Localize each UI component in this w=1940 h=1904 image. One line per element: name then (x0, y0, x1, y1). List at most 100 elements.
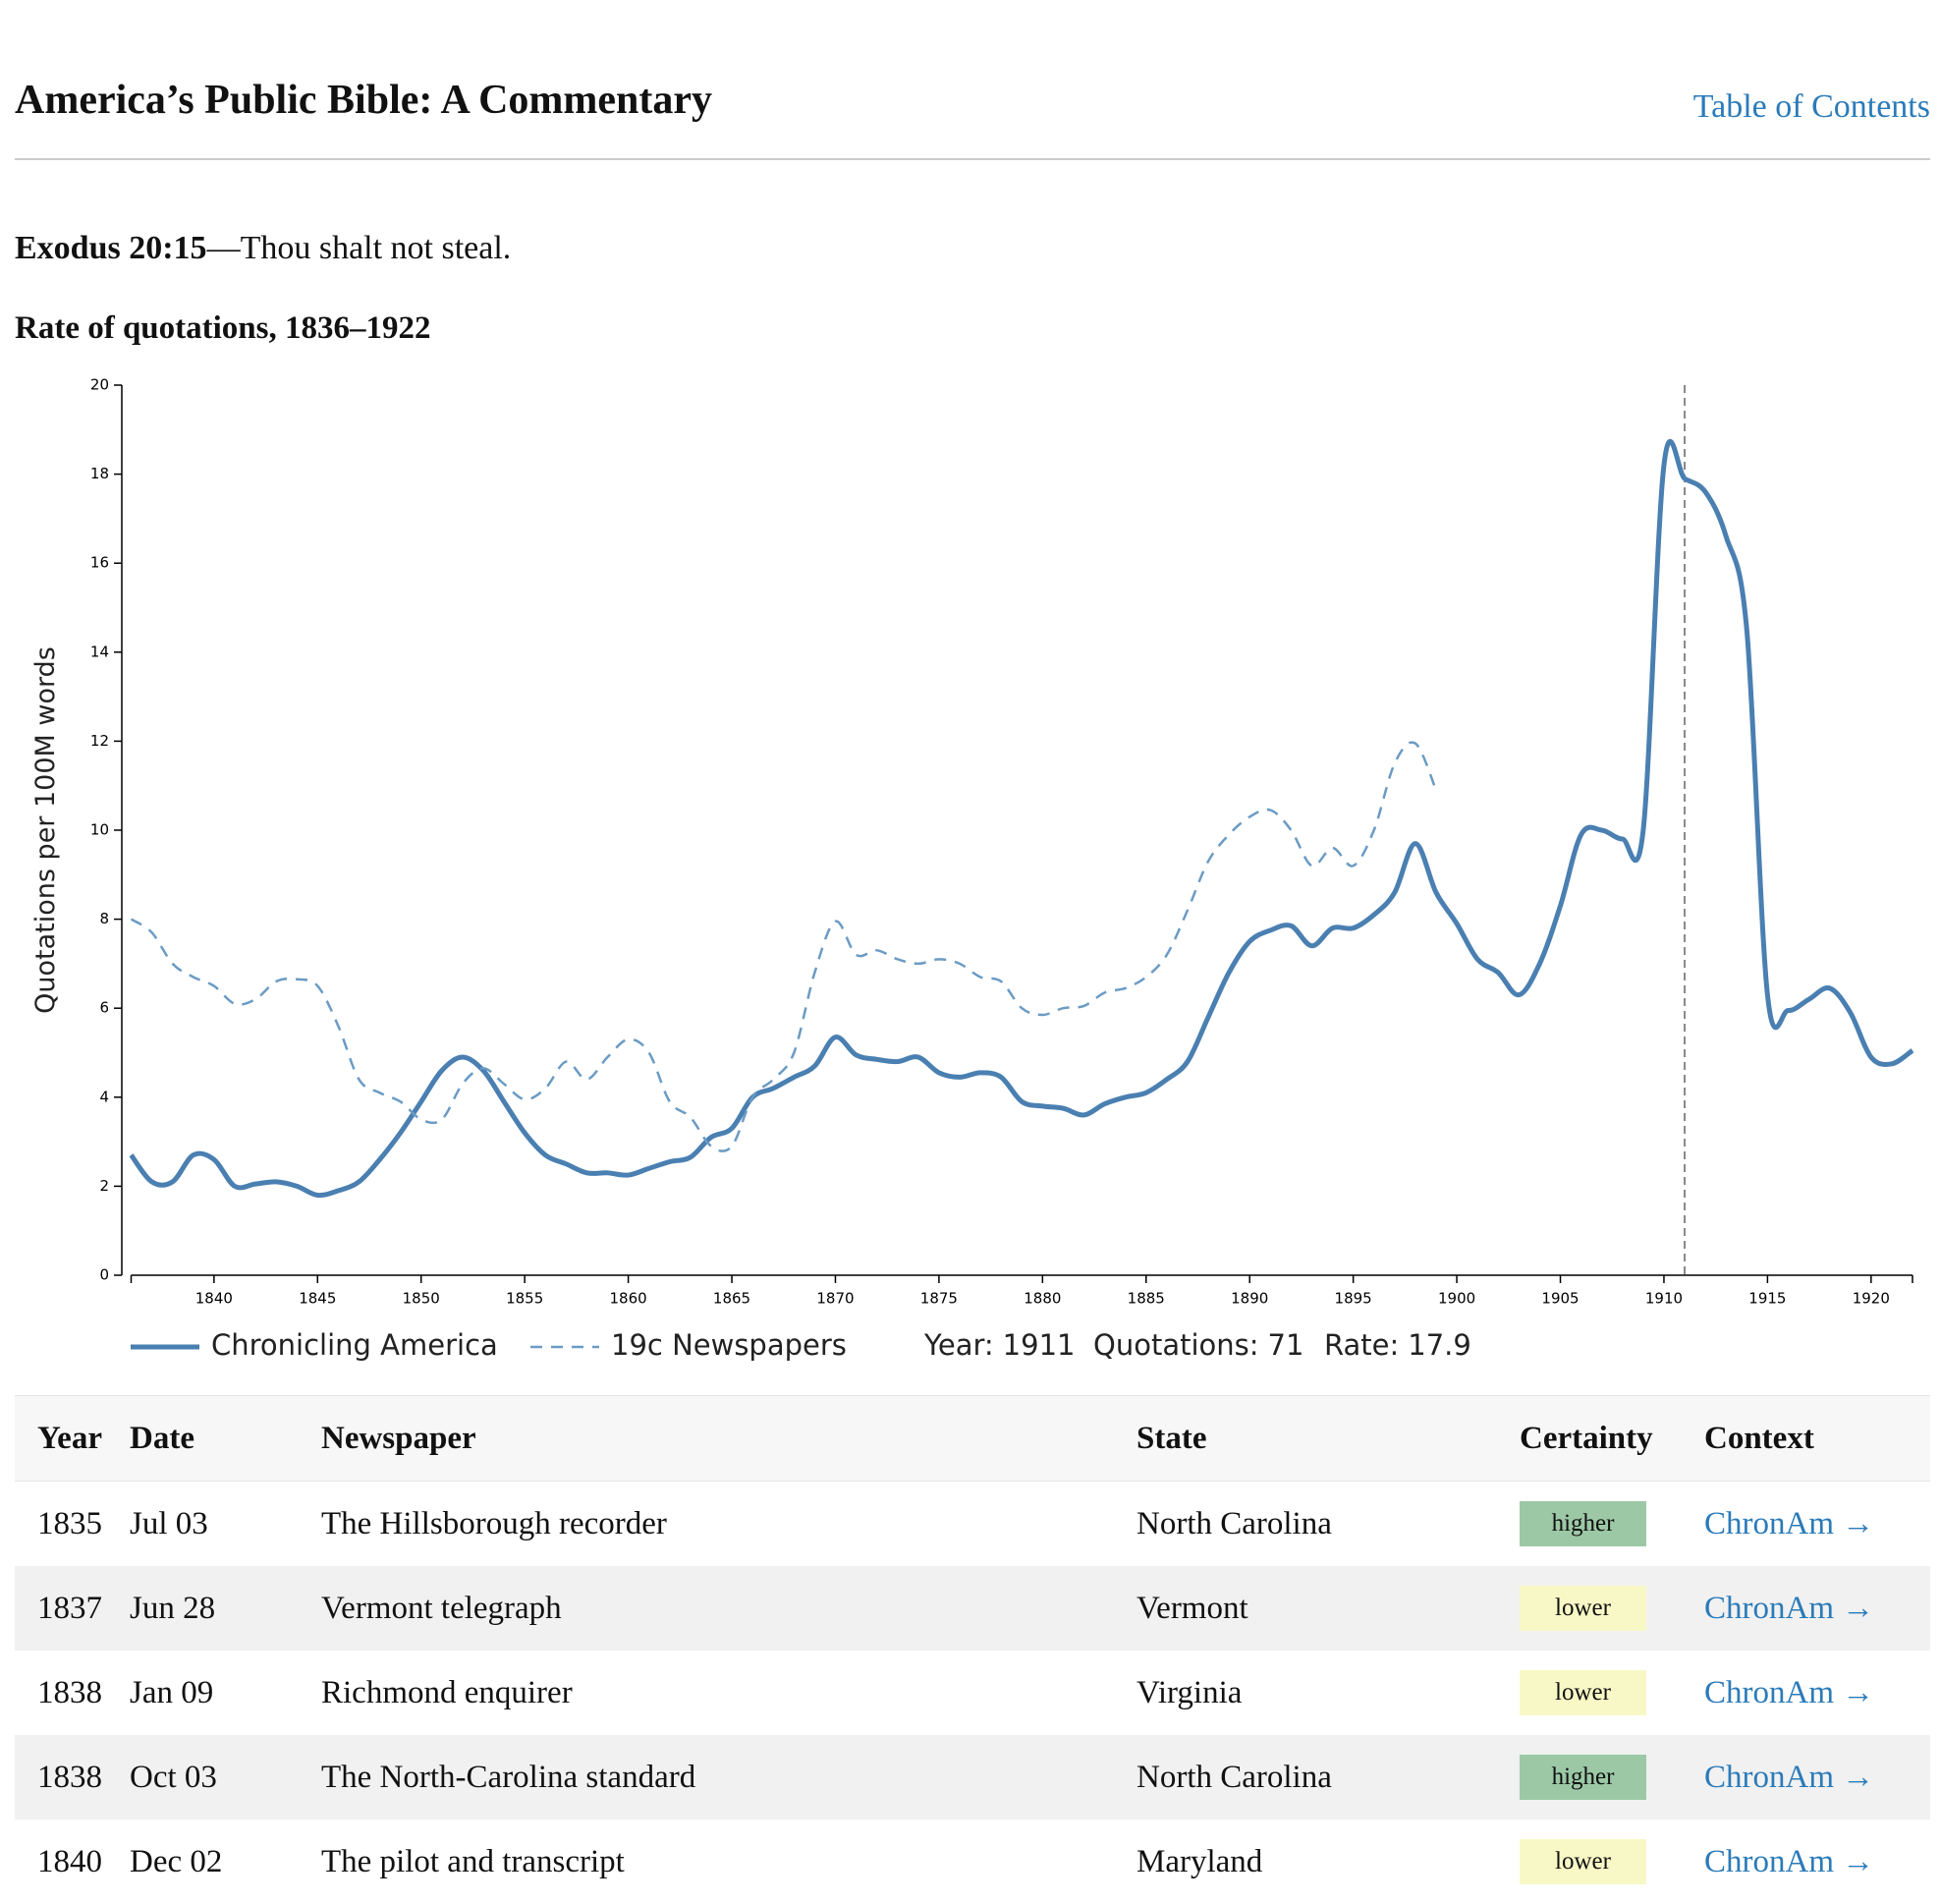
x-tick-label: 1865 (713, 1290, 750, 1308)
verse: Exodus 20:15—Thou shalt not steal. (15, 230, 511, 267)
y-tick-label: 8 (99, 910, 109, 927)
x-tick-label: 1910 (1645, 1290, 1683, 1308)
chart: 0 2 4 6 8 10 12 14 16 18 20 1840 1845 1850 1855 1860 186… (0, 354, 1940, 1385)
y-tick-label: 14 (90, 643, 109, 660)
y-tick-label: 12 (90, 732, 109, 750)
column-header: State (1136, 1396, 1520, 1482)
x-tick-label: 1855 (506, 1290, 543, 1308)
divider (15, 158, 1930, 160)
context-link[interactable]: ChronAm → (1704, 1591, 1874, 1626)
readout: Quotations:71 (1093, 1328, 1303, 1362)
column-header: Certainty (1520, 1396, 1704, 1482)
readout-label: Year: (923, 1328, 994, 1362)
x-tick-label: 1895 (1335, 1290, 1372, 1308)
table-cell: North Carolina (1136, 1482, 1520, 1567)
readout: Rate: 17.9 (1324, 1328, 1471, 1362)
table-cell: 1837 (15, 1566, 130, 1651)
table-cell: ChronAm → (1704, 1820, 1930, 1904)
table-cell: higher (1520, 1735, 1704, 1820)
y-tick-label: 2 (99, 1177, 109, 1195)
column-header: Year (15, 1396, 130, 1482)
certainty-badge: lower (1520, 1670, 1646, 1715)
table-cell: lower (1520, 1820, 1704, 1904)
table-cell: 1838 (15, 1735, 130, 1820)
x-tick-label: 1920 (1853, 1290, 1890, 1308)
site-title: America’s Public Bible: A Commentary (15, 77, 712, 124)
context-link[interactable]: ChronAm → (1704, 1844, 1874, 1879)
table-cell: lower (1520, 1651, 1704, 1735)
context-link[interactable]: ChronAm → (1704, 1506, 1874, 1541)
context-link[interactable]: ChronAm → (1704, 1675, 1874, 1710)
x-tick-label: 1885 (1128, 1290, 1165, 1308)
verse-text: —Thou shalt not steal. (207, 230, 512, 266)
table-cell: Vermont telegraph (321, 1566, 1136, 1651)
x-tick-label: 1840 (195, 1290, 233, 1308)
table-cell: Vermont (1136, 1566, 1520, 1651)
table-cell: North Carolina (1136, 1735, 1520, 1820)
table-cell: 1835 (15, 1482, 130, 1567)
series-line (132, 441, 1913, 1195)
chart-title: Rate of quotations, 1836–1922 (15, 310, 431, 347)
readout-value: 1911 (1003, 1328, 1076, 1362)
column-header: Context (1704, 1396, 1930, 1482)
readout-label: Rate: (1324, 1328, 1399, 1362)
y-axis-label: Quotations per 100M words (30, 646, 61, 1014)
table-cell: Jan 09 (130, 1651, 321, 1735)
y-tick-label: 0 (99, 1266, 109, 1284)
x-tick-label: 1880 (1024, 1290, 1061, 1308)
legend-label: 19c Newspapers (611, 1328, 847, 1362)
x-tick-label: 1915 (1748, 1290, 1786, 1308)
certainty-badge: lower (1520, 1586, 1646, 1631)
table-cell: Jul 03 (130, 1482, 321, 1567)
context-link[interactable]: ChronAm → (1704, 1760, 1874, 1795)
legend-label: Chronicling America (211, 1328, 498, 1362)
table-cell: The North-Carolina standard (321, 1735, 1136, 1820)
table-cell: ChronAm → (1704, 1651, 1930, 1735)
table-cell: The Hillsborough recorder (321, 1482, 1136, 1567)
y-tick-label: 4 (99, 1088, 109, 1105)
x-tick-label: 1900 (1438, 1290, 1475, 1308)
certainty-badge: higher (1520, 1755, 1646, 1800)
y-tick-label: 6 (99, 999, 109, 1017)
table-cell: Oct 03 (130, 1735, 321, 1820)
verse-reference: Exodus 20:15 (15, 230, 207, 266)
x-tick-label: 1905 (1541, 1290, 1579, 1308)
table-cell: The pilot and transcript (321, 1820, 1136, 1904)
x-tick-label: 1890 (1231, 1290, 1268, 1308)
readout: Year: 1911 (923, 1328, 1075, 1362)
x-tick-label: 1870 (816, 1290, 854, 1308)
y-tick-label: 20 (90, 376, 109, 394)
column-header: Date (130, 1396, 321, 1482)
x-tick-label: 1845 (299, 1290, 336, 1308)
x-tick-label: 1860 (609, 1290, 646, 1308)
readout-label: Quotations: (1093, 1328, 1259, 1362)
certainty-badge: lower (1520, 1839, 1646, 1884)
table-cell: Jun 28 (130, 1566, 321, 1651)
readout-value: 17.9 (1408, 1328, 1471, 1362)
nav-link[interactable]: Table of Contents (1693, 88, 1930, 126)
column-header: Newspaper (321, 1396, 1136, 1482)
table-cell: ChronAm → (1704, 1735, 1930, 1820)
x-tick-label: 1850 (403, 1290, 440, 1308)
y-tick-label: 16 (90, 554, 109, 572)
table-cell: 1840 (15, 1820, 130, 1904)
table-cell: 1838 (15, 1651, 130, 1735)
y-tick-label: 10 (90, 821, 109, 839)
certainty-badge: higher (1520, 1501, 1646, 1546)
series-line (132, 743, 1436, 1151)
y-tick-label: 18 (90, 465, 109, 482)
table-cell: Richmond enquirer (321, 1651, 1136, 1735)
table-cell: Dec 02 (130, 1820, 321, 1904)
table-cell: lower (1520, 1566, 1704, 1651)
table-cell: Maryland (1136, 1820, 1520, 1904)
x-tick-label: 1875 (920, 1290, 958, 1308)
